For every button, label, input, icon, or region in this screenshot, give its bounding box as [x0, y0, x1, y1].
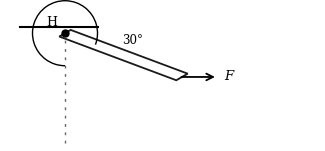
Text: H: H	[46, 16, 57, 29]
Text: F: F	[224, 71, 233, 84]
Text: 30°: 30°	[122, 34, 143, 47]
Polygon shape	[59, 30, 188, 80]
